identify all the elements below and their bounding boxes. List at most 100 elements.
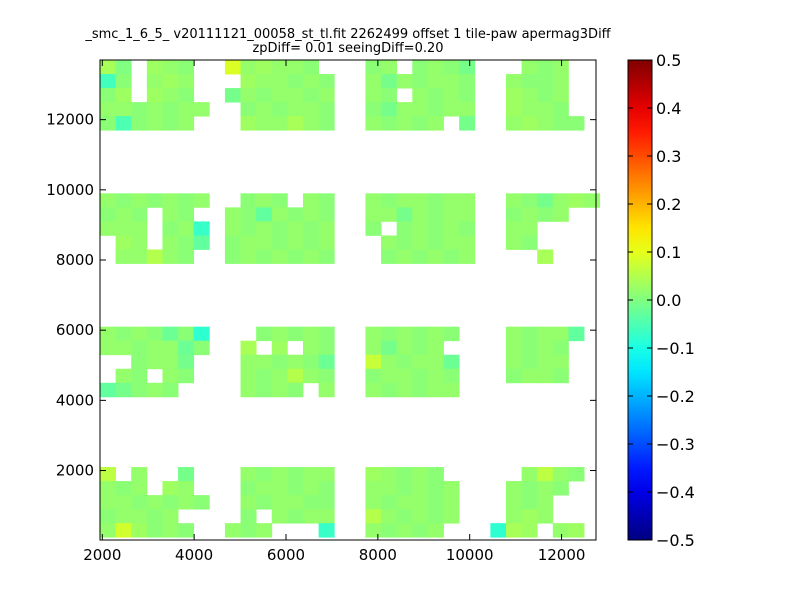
heatmap-cell [302, 249, 319, 264]
heatmap-cell [146, 382, 163, 398]
heatmap-cell [443, 509, 460, 524]
heatmap-cell [146, 326, 163, 342]
heatmap-cell [302, 60, 319, 75]
heatmap-cell [271, 340, 288, 356]
plot-frame [99, 59, 597, 541]
y-tick-label: 6000 [56, 321, 94, 339]
heatmap-cell [365, 74, 382, 89]
heatmap-cell [302, 509, 319, 524]
heatmap-cell [115, 326, 132, 342]
heatmap-cell [521, 354, 538, 370]
heatmap-cell [427, 60, 444, 75]
x-tick-label: 12000 [538, 546, 586, 564]
heatmap-cell [256, 382, 273, 398]
heatmap-cell [100, 509, 117, 524]
heatmap-cell [568, 116, 585, 131]
heatmap-cell [100, 102, 117, 117]
heatmap-cell [396, 368, 413, 384]
heatmap-cell [537, 481, 554, 496]
heatmap-cell [178, 368, 195, 384]
heatmap-cell [552, 481, 569, 496]
heatmap-cell [178, 249, 195, 264]
heatmap-cell [146, 340, 163, 356]
heatmap-cell [100, 74, 117, 89]
heatmap-cell [412, 340, 429, 356]
heatmap-cell [240, 249, 257, 264]
heatmap-cell [131, 235, 148, 250]
heatmap-cell [552, 88, 569, 103]
heatmap-cell [240, 74, 257, 89]
y-tick-label: 12000 [46, 111, 94, 129]
heatmap-cell [427, 495, 444, 510]
heatmap-cell [115, 207, 132, 222]
heatmap-cell [521, 235, 538, 250]
heatmap-cell [365, 88, 382, 103]
heatmap-cell [162, 326, 179, 342]
heatmap-cell [459, 221, 476, 236]
heatmap-cell [318, 249, 335, 264]
heatmap-cell [224, 235, 241, 250]
heatmap-cell [521, 193, 538, 208]
heatmap-cell [552, 102, 569, 117]
heatmap-cell [537, 249, 554, 264]
heatmap-cell [537, 354, 554, 370]
heatmap-cell [162, 523, 179, 538]
heatmap-cell [365, 193, 382, 208]
heatmap-cell [552, 340, 569, 356]
heatmap-cell [505, 207, 522, 222]
heatmap-cell [443, 221, 460, 236]
heatmap-cell [271, 382, 288, 398]
heatmap-cell [318, 354, 335, 370]
heatmap-cell [381, 249, 398, 264]
heatmap-cell [302, 116, 319, 131]
heatmap-cell [146, 509, 163, 524]
heatmap-cell [365, 221, 382, 236]
heatmap-cell [131, 193, 148, 208]
heatmap-cell [505, 340, 522, 356]
heatmap-cell [381, 193, 398, 208]
heatmap-cell [396, 221, 413, 236]
heatmap-cell [584, 193, 601, 208]
heatmap-cell [131, 481, 148, 496]
heatmap-cell [240, 523, 257, 538]
heatmap-cell [318, 235, 335, 250]
heatmap-cell [412, 102, 429, 117]
heatmap-cell [224, 60, 241, 75]
heatmap-cell [100, 495, 117, 510]
heatmap-cell [178, 326, 195, 342]
heatmap-cell [537, 368, 554, 384]
heatmap-cell [256, 249, 273, 264]
heatmap-cell [381, 495, 398, 510]
heatmap-cell [318, 74, 335, 89]
heatmap-cell [443, 88, 460, 103]
heatmap-cell [271, 354, 288, 370]
heatmap-cell [193, 326, 210, 342]
heatmap-cell [193, 235, 210, 250]
heatmap-cell [162, 60, 179, 75]
heatmap-cell [505, 74, 522, 89]
heatmap-cell [115, 481, 132, 496]
heatmap-cell [115, 249, 132, 264]
heatmap-cell [381, 60, 398, 75]
heatmap-cell [443, 495, 460, 510]
heatmap-cell [365, 495, 382, 510]
heatmap-cell [381, 467, 398, 482]
heatmap-cell [271, 74, 288, 89]
heatmap-cell [412, 354, 429, 370]
heatmap-cell [521, 60, 538, 75]
heatmap-cell [318, 221, 335, 236]
heatmap-cell [302, 193, 319, 208]
heatmap-cell [318, 368, 335, 384]
heatmap-cell [396, 102, 413, 117]
heatmap-cell [256, 326, 273, 342]
heatmap-cell [365, 509, 382, 524]
colorbar-tick-label: −0.2 [656, 387, 695, 406]
heatmap-cell [287, 60, 304, 75]
heatmap-cell [365, 368, 382, 384]
heatmap-cell [521, 326, 538, 342]
heatmap-cell [427, 207, 444, 222]
heatmap-cell [193, 221, 210, 236]
heatmap-cell [178, 354, 195, 370]
heatmap-cell [459, 207, 476, 222]
heatmap-cell [146, 116, 163, 131]
